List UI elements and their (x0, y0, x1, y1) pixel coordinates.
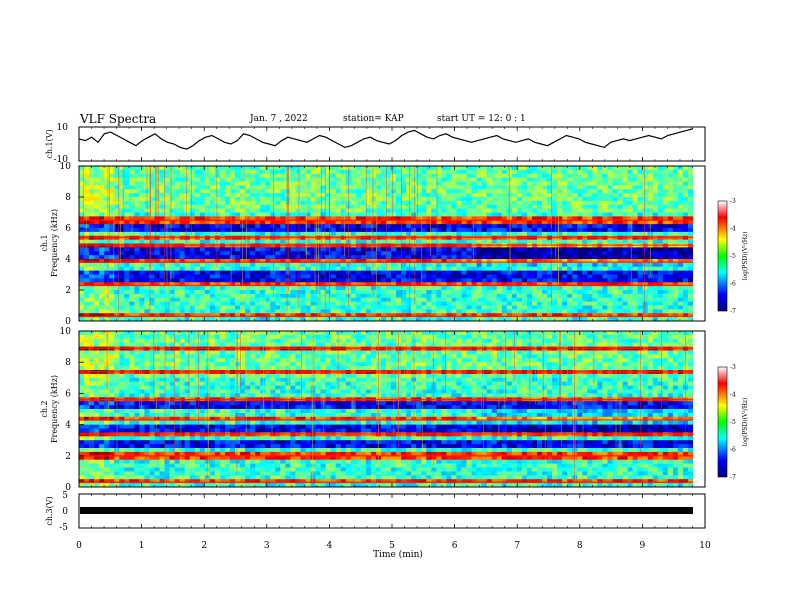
ch1-voltage-frame (78, 126, 706, 162)
x-axis-label: Time (min) (373, 549, 423, 560)
x-tick-label: 10 (699, 541, 711, 551)
ch1-ytick-top: 10 (57, 123, 69, 133)
ch2-colorbar-tick: -7 (730, 474, 736, 481)
ch2-spec-ytick: 6 (65, 389, 71, 399)
ch1-spectrogram-panel: ch.1 Frequency (kHz) 0 2 4 6 8 10 -3 -4 -5 -6 -7 … (40, 162, 749, 327)
x-tick-label: 3 (264, 541, 270, 551)
ch2-colorbar-tick: -5 (730, 419, 736, 426)
ch1-spec-ytick: 8 (65, 193, 71, 203)
ch1-spec-ytick: 6 (65, 224, 71, 234)
ch2-colorbar-tick: -6 (730, 447, 736, 454)
ch3-ylabel: ch.3(V) (45, 496, 54, 525)
x-tick-label: 8 (577, 541, 583, 551)
station-label: station= KAP (343, 114, 404, 124)
x-tick-label: 1 (139, 541, 145, 551)
ch2-colorbar-tick: -3 (730, 364, 736, 371)
ch3-ytick-5: 5 (62, 491, 68, 501)
time-axis-ticks: 0 1 2 3 4 5 6 7 8 9 10 (76, 127, 711, 551)
ch1-colorbar: -3 -4 -5 -6 -7 log(PSD)(V²/Hz) (717, 198, 749, 315)
x-tick-label: 6 (452, 541, 458, 551)
ch1-spec-ytick: 10 (60, 162, 72, 172)
ch2-spec-ytick: 0 (65, 483, 71, 493)
ch2-spec-ytick: 4 (65, 421, 71, 431)
ch2-spec-ytick: 8 (65, 358, 71, 368)
ch1-voltage-line (78, 128, 694, 150)
x-tick-label: 7 (514, 541, 520, 551)
ch1-spec-ylabel-1: ch.1 (40, 234, 49, 251)
ch1-voltage-panel: 10 -10 ch.1(V) (45, 123, 706, 165)
ch2-spec-yticks: 0 2 4 6 8 10 (60, 327, 84, 493)
ch3-voltage-trace (80, 507, 693, 514)
ch1-spec-ytick: 2 (65, 286, 71, 296)
ch1-colorbar-tick: -7 (730, 308, 736, 315)
ch2-colorbar-label: log(PSD)(V²/Hz) (742, 398, 749, 447)
x-tick-label: 5 (389, 541, 395, 551)
ch3-voltage-panel: 5 0 -5 ch.3(V) 0 1 2 3 4 5 6 7 8 9 10 Time (min) (45, 127, 711, 560)
ch3-ytick-0: 0 (62, 507, 68, 517)
start-ut-label: start UT = 12: 0 : 1 (437, 114, 526, 124)
ch1-spec-ylabel-2: Frequency (kHz) (50, 209, 59, 277)
figure-title: VLF Spectra (80, 112, 157, 126)
ch1-colorbar-tick: -6 (730, 281, 736, 288)
ch2-colorbar: -3 -4 -5 -6 -7 log(PSD)(V²/Hz) (717, 364, 749, 481)
ch2-spec-ytick: 10 (60, 327, 72, 337)
ch2-spec-ytick: 2 (65, 452, 71, 462)
ch2-spectrogram-panel: ch.2 Frequency (kHz) 0 2 4 6 8 10 -3 -4 -5 -6 -7 … (40, 327, 749, 493)
ch3-ytick-neg5: -5 (59, 523, 68, 533)
ch1-ylabel: ch.1(V) (45, 129, 54, 158)
ch2-spectrogram-image (79, 331, 705, 488)
x-tick-label: 9 (640, 541, 646, 551)
ch1-colorbar-label: log(PSD)(V²/Hz) (742, 232, 749, 281)
date-label: Jan. 7 , 2022 (250, 114, 308, 124)
x-tick-label: 0 (76, 541, 82, 551)
ch2-colorbar-scale (717, 366, 728, 478)
ch1-colorbar-tick: -4 (730, 226, 736, 233)
ch1-spec-yticks: 0 2 4 6 8 10 (60, 162, 84, 327)
ch1-colorbar-scale (717, 200, 728, 312)
x-tick-label: 4 (327, 541, 333, 551)
ch2-colorbar-tick: -4 (730, 392, 736, 399)
ch1-colorbar-tick: -5 (730, 253, 736, 260)
ch1-spectrogram-image (79, 166, 705, 322)
x-tick-label: 2 (201, 541, 207, 551)
ch2-spec-ylabel-1: ch.2 (40, 400, 49, 417)
ch1-ytick-bottom: -10 (54, 155, 69, 165)
ch1-spec-ytick: 0 (65, 317, 71, 327)
ch2-spec-ylabel-2: Frequency (kHz) (50, 375, 59, 443)
ch1-spec-ytick: 4 (65, 255, 71, 265)
ch1-colorbar-tick: -3 (730, 198, 736, 205)
